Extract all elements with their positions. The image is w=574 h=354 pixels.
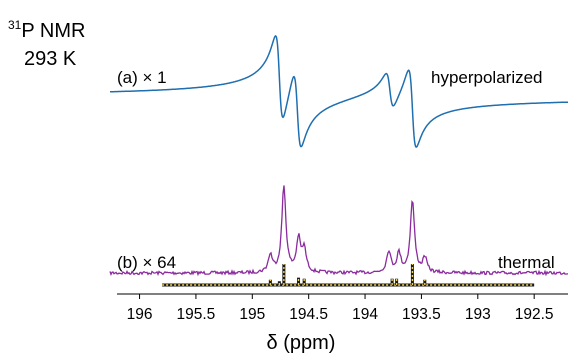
stick-spectrum (162, 264, 535, 287)
title-line-1: NMR (40, 20, 86, 42)
side-label-hyperpolarized: hyperpolarized (431, 68, 543, 87)
x-axis: 196 195.5 195 194.5 194 193.5 193 192.5 (117, 293, 568, 323)
x-axis-label: δ (ppm) (267, 332, 336, 354)
side-label-thermal: thermal (498, 253, 555, 272)
title-element: P (21, 20, 34, 42)
panel-label-b: (b) × 64 (117, 253, 176, 272)
x-tick-label: 194.5 (289, 306, 328, 323)
panel-label-a: (a) × 1 (117, 68, 167, 87)
title-temperature: 293 K (24, 48, 77, 70)
x-tick-label: 193 (465, 306, 491, 323)
x-tick-label: 192.5 (515, 306, 554, 323)
thermal-spectrum-line (109, 185, 569, 277)
title-superscript: 31 (8, 18, 22, 32)
title-nucleus: 31P NMR (8, 18, 85, 42)
hyperpolarized-spectrum-line (110, 34, 568, 148)
x-tick-label: 194 (352, 306, 378, 323)
x-tick-label: 193.5 (402, 306, 441, 323)
chart-title: 31P NMR 293 K (8, 18, 85, 70)
x-tick-label: 195.5 (177, 306, 216, 323)
x-tick-label: 195 (239, 306, 265, 323)
x-tick-label: 196 (127, 306, 153, 323)
